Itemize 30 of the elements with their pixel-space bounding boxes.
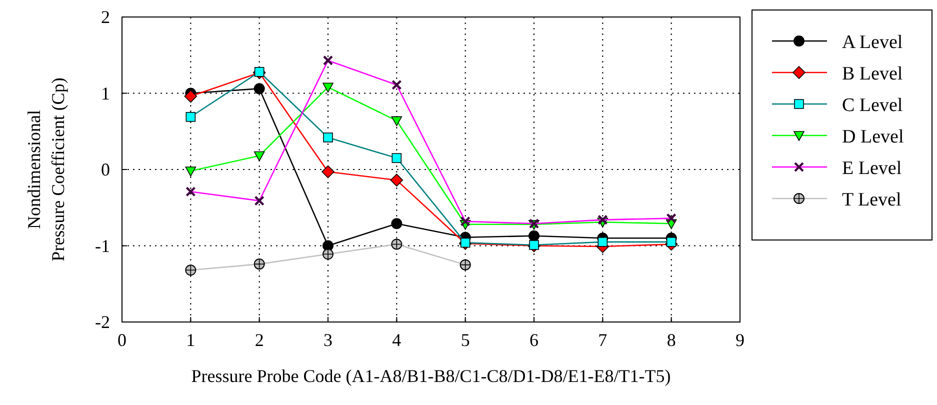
- legend-label: E Level: [842, 158, 902, 179]
- point: [322, 82, 334, 93]
- x-tick-label: 3: [324, 330, 332, 350]
- legend-label: B Level: [842, 64, 903, 84]
- point: [322, 165, 334, 178]
- point: [254, 151, 265, 162]
- x-tick-label: 1: [186, 330, 196, 350]
- x-tick-label: 8: [666, 330, 676, 350]
- y-tick-label: 1: [101, 83, 110, 104]
- y-tick-label: -1: [95, 236, 110, 256]
- legend-label: T Level: [842, 190, 902, 210]
- x-tick-label: 2: [254, 330, 264, 350]
- x-tick-label: 4: [392, 330, 402, 350]
- point: [391, 116, 402, 126]
- x-axis-title: Pressure Probe Code (A1-A8/B1-B8/C1-C8/D1-D8/E1-E8/T1-T5): [191, 366, 671, 386]
- y-tick-label: 0: [101, 160, 110, 180]
- point: [390, 174, 404, 187]
- x-tick-label: 5: [460, 330, 470, 350]
- x-tick-label: 7: [598, 330, 608, 350]
- y-tick-label: -2: [95, 312, 110, 332]
- point: [184, 90, 198, 103]
- x-tick-label: 9: [736, 330, 744, 350]
- x-tick-label: 0: [118, 330, 126, 350]
- point: [185, 166, 196, 176]
- x-tick-label: 6: [530, 330, 538, 350]
- legend-label: C Level: [842, 95, 903, 116]
- legend-label: D Level: [842, 126, 904, 148]
- y-axis-title: Nondimensional Pressure Coefficient (Cp): [24, 78, 68, 262]
- y-tick-label: 2: [101, 7, 110, 27]
- legend-label: A Level: [842, 32, 903, 53]
